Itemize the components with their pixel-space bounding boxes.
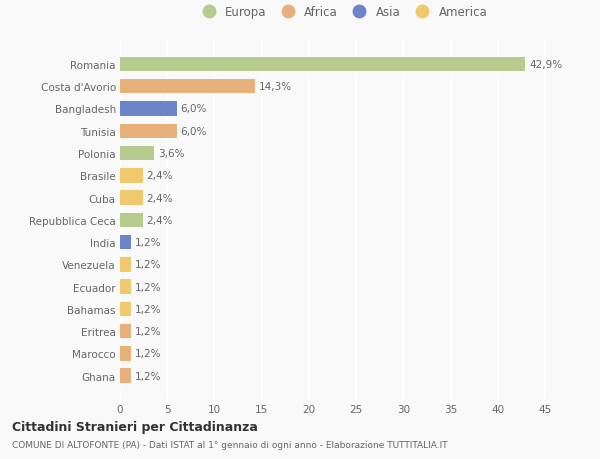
Text: 1,2%: 1,2% [135, 238, 161, 247]
Bar [120, 124, 176, 139]
Text: 2,4%: 2,4% [146, 171, 173, 181]
Bar [120, 280, 131, 294]
Legend: Europa, Africa, Asia, America: Europa, Africa, Asia, America [197, 6, 487, 19]
Text: 6,0%: 6,0% [181, 104, 207, 114]
Bar [120, 213, 143, 228]
Text: 6,0%: 6,0% [181, 127, 207, 136]
Bar [120, 102, 176, 117]
Bar [120, 369, 131, 383]
Text: 1,2%: 1,2% [135, 260, 161, 270]
Bar [120, 302, 131, 316]
Text: 1,2%: 1,2% [135, 304, 161, 314]
Text: COMUNE DI ALTOFONTE (PA) - Dati ISTAT al 1° gennaio di ogni anno - Elaborazione : COMUNE DI ALTOFONTE (PA) - Dati ISTAT al… [12, 440, 448, 449]
Bar [120, 235, 131, 250]
Text: 1,2%: 1,2% [135, 349, 161, 358]
Bar [120, 57, 525, 72]
Text: Cittadini Stranieri per Cittadinanza: Cittadini Stranieri per Cittadinanza [12, 420, 258, 433]
Text: 2,4%: 2,4% [146, 215, 173, 225]
Text: 42,9%: 42,9% [529, 60, 562, 70]
Text: 1,2%: 1,2% [135, 282, 161, 292]
Bar [120, 80, 255, 94]
Text: 3,6%: 3,6% [158, 149, 184, 159]
Bar [120, 257, 131, 272]
Bar [120, 347, 131, 361]
Text: 2,4%: 2,4% [146, 193, 173, 203]
Bar [120, 191, 143, 205]
Text: 14,3%: 14,3% [259, 82, 292, 92]
Text: 1,2%: 1,2% [135, 371, 161, 381]
Bar [120, 324, 131, 339]
Bar [120, 146, 154, 161]
Bar [120, 168, 143, 183]
Text: 1,2%: 1,2% [135, 326, 161, 336]
